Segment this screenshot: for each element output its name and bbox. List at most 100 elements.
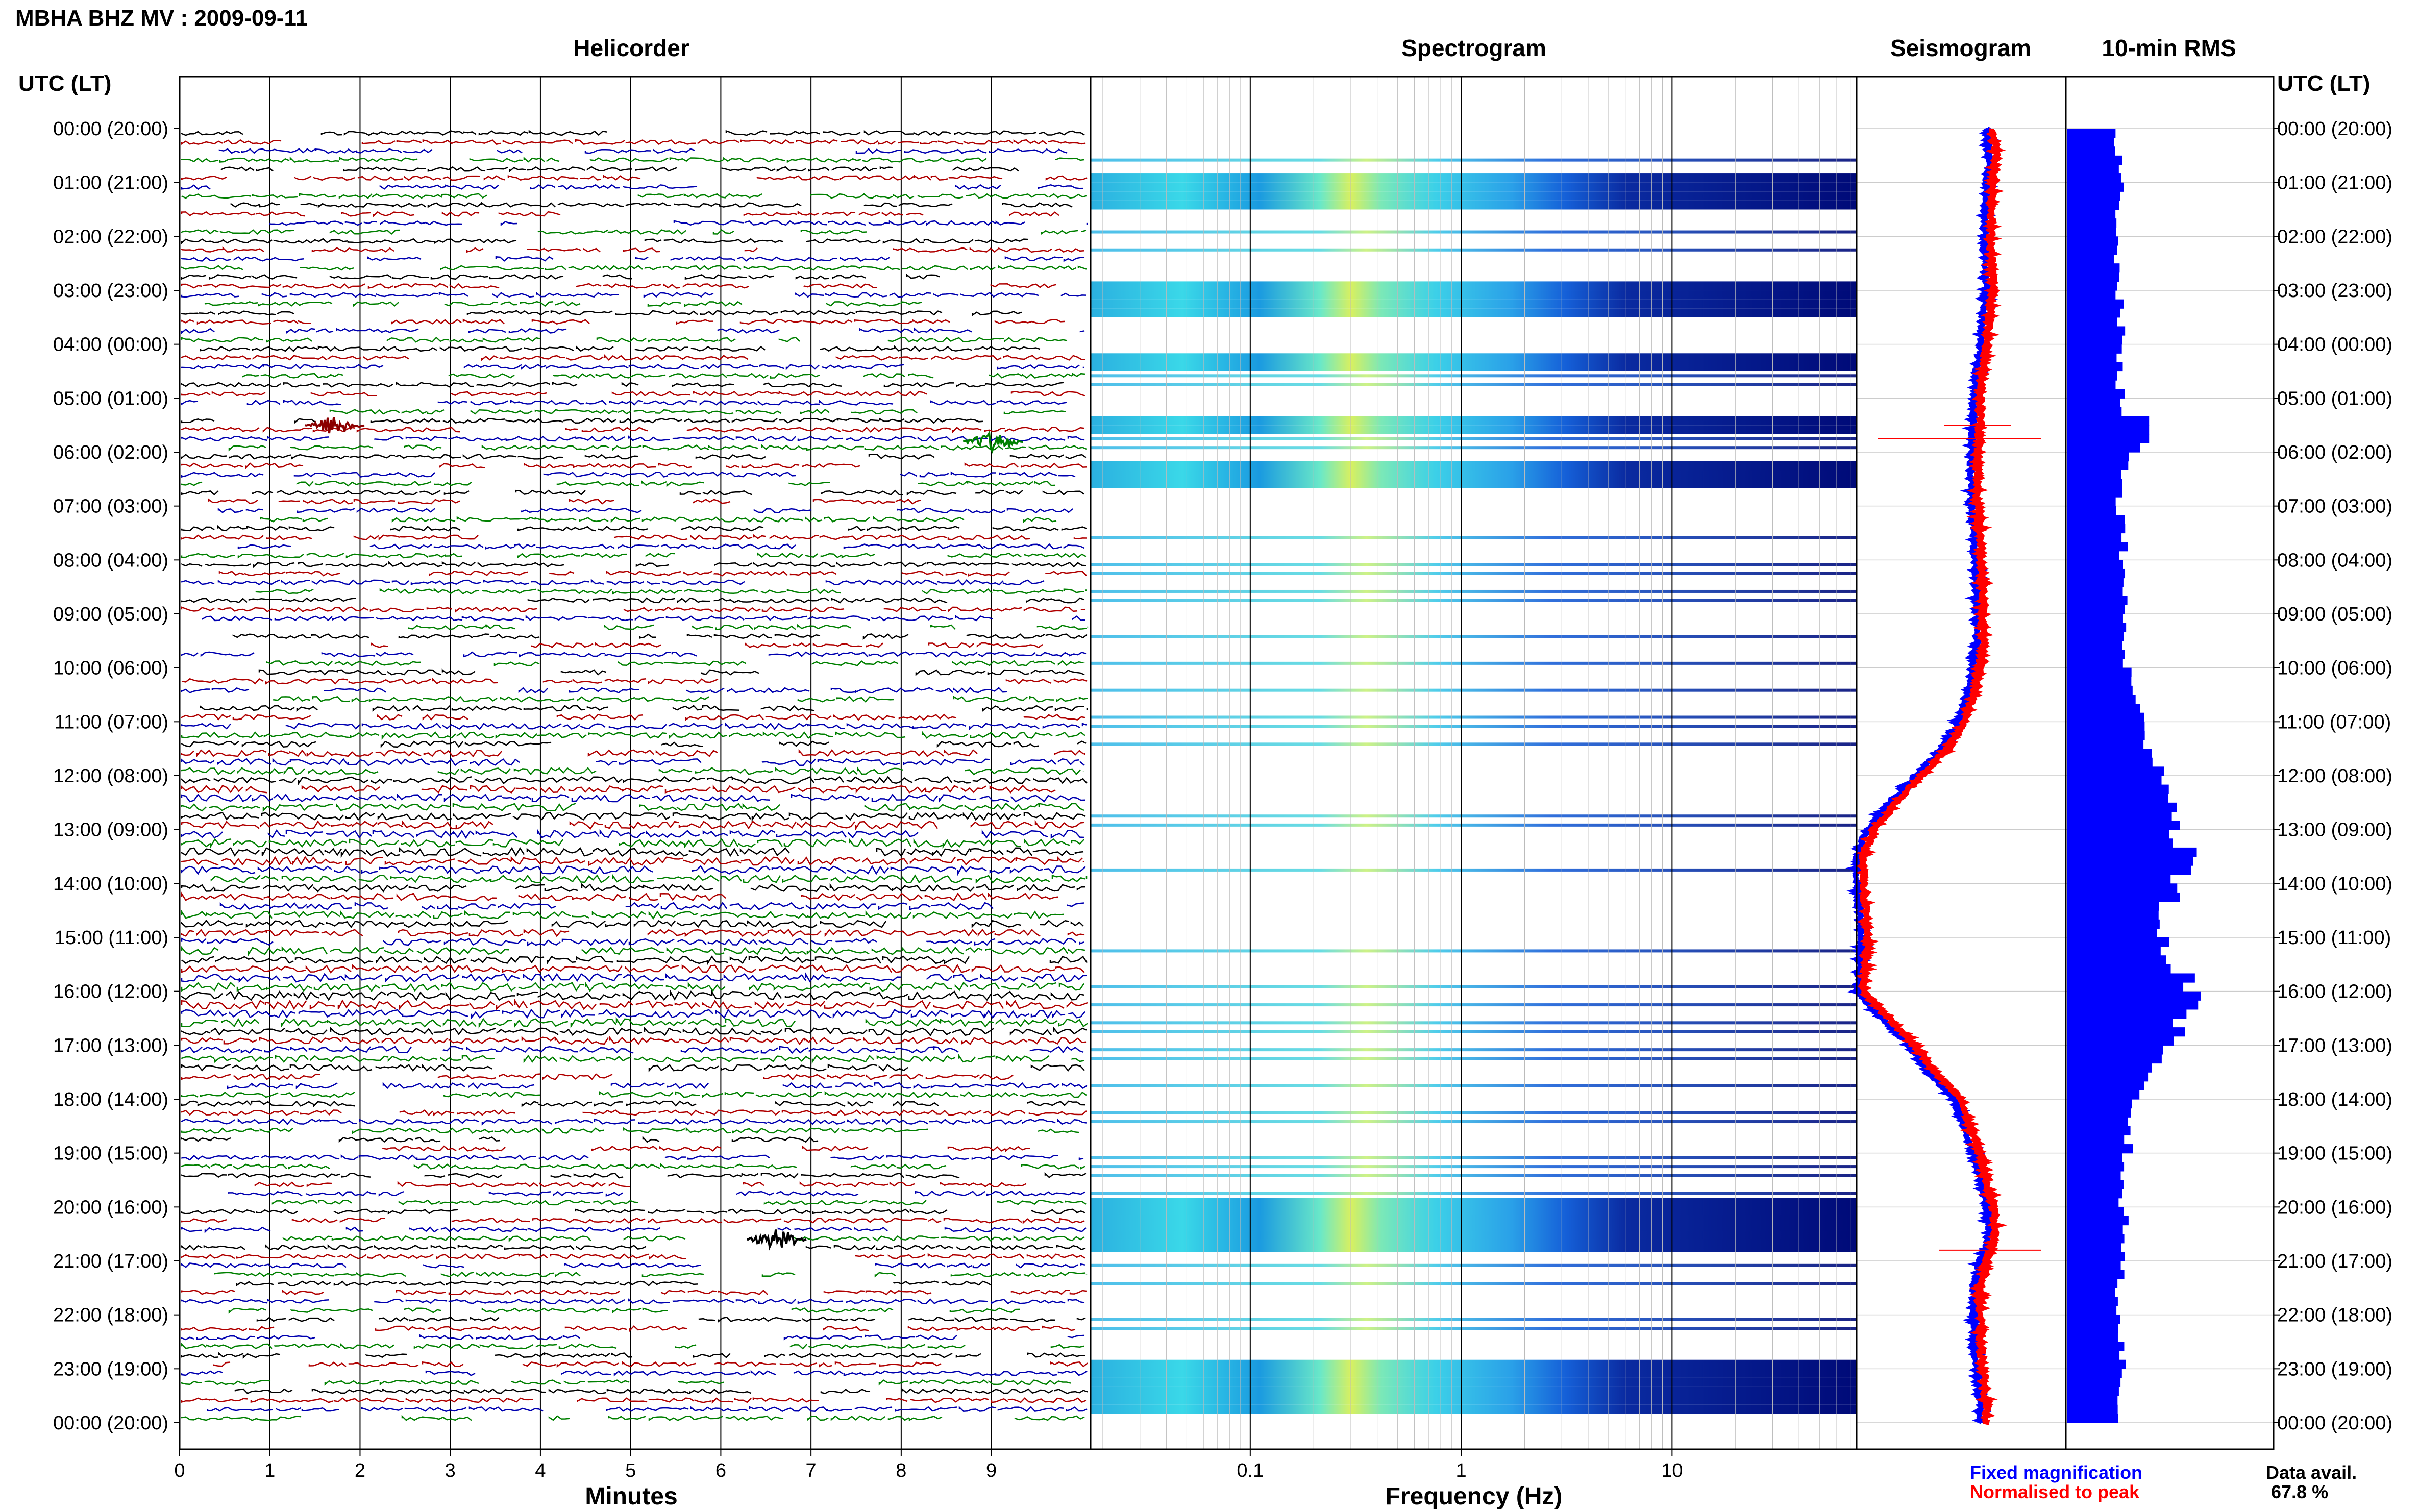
spectrogram-band <box>1091 949 1857 953</box>
rms-bar <box>2067 722 2145 731</box>
spectrogram-band <box>1091 661 1857 665</box>
spectrogram-title: Spectrogram <box>1401 35 1546 61</box>
helicorder-trace <box>181 156 1085 163</box>
spectrogram-band <box>1091 173 1857 183</box>
helicorder-trace <box>220 166 1019 172</box>
time-label-left: 16:00 (12:00) <box>53 981 168 1003</box>
rms-bar <box>2067 533 2122 542</box>
rms-bar <box>2067 1359 2126 1369</box>
helicorder-trace <box>181 318 1065 325</box>
rms-bar <box>2067 470 2121 480</box>
spectrogram-xtick-label: 1 <box>1456 1460 1467 1481</box>
helicorder-trace <box>181 1262 1085 1269</box>
time-label-right: 23:00 (19:00) <box>2277 1358 2392 1380</box>
rms-bar <box>2067 1099 2132 1109</box>
helicorder-trace <box>181 1127 1080 1134</box>
helicorder-trace <box>181 363 1084 370</box>
helicorder-trace <box>181 390 1085 397</box>
time-label-right: 14:00 (10:00) <box>2277 873 2392 895</box>
helicorder-trace <box>181 820 1085 831</box>
helicorder-trace <box>181 1226 1087 1233</box>
helicorder-trace <box>181 731 1085 740</box>
helicorder-xtick-label: 3 <box>445 1460 456 1481</box>
rms-bar <box>2067 254 2114 264</box>
helicorder-trace <box>181 381 1064 388</box>
rms-bar <box>2067 955 2166 965</box>
rms-bar <box>2067 677 2132 686</box>
helicorder-trace <box>181 937 1084 947</box>
rms-bar <box>2067 757 2153 767</box>
rms-bar <box>2067 892 2180 902</box>
helicorder-trace <box>181 1415 1085 1421</box>
rms-bar <box>2067 1180 2124 1189</box>
rms-bar <box>2067 784 2169 794</box>
helicorder-trace <box>181 928 1085 938</box>
helicorder-trace <box>181 955 1088 965</box>
helicorder-trace <box>181 489 1084 496</box>
rms-bar <box>2067 614 2123 624</box>
rms-bar <box>2067 1270 2125 1279</box>
bottom-axes: 0 1 2 3 4 5 6 7 8 9 0.1 1 10 <box>174 1449 1683 1481</box>
time-label-left: 18:00 (14:00) <box>53 1089 168 1110</box>
helicorder-trace <box>181 766 1084 776</box>
helicorder-trace <box>181 130 1087 136</box>
time-label-right: 01:00 (21:00) <box>2277 172 2392 194</box>
rms-bar <box>2067 452 2129 462</box>
spectrogram-band <box>1091 1327 1857 1330</box>
helicorder-trace <box>181 336 1068 343</box>
time-label-left: 21:00 (17:00) <box>53 1251 168 1272</box>
helicorder-trace <box>181 891 1058 902</box>
spectrogram-band <box>1091 383 1857 386</box>
helicorder-xtick-label: 5 <box>625 1460 636 1481</box>
rms-bar <box>2067 1081 2144 1090</box>
rms-bar <box>2067 542 2128 552</box>
rms-bar <box>2067 749 2152 758</box>
helicorder-trace <box>181 1208 1085 1215</box>
spectrogram-band <box>1091 1225 1857 1234</box>
rms-bar <box>2067 317 2117 327</box>
rms-bar <box>2067 1135 2125 1145</box>
rms-bar <box>2067 326 2126 336</box>
helicorder-trace <box>181 1244 1086 1251</box>
helicorder-trace <box>181 1379 1071 1386</box>
helicorder-trace <box>271 1199 1087 1206</box>
rms-bar <box>2067 560 2123 569</box>
spectrogram-band <box>1091 1207 1857 1216</box>
rms-bar <box>2067 164 2119 174</box>
helicorder-trace <box>237 543 1085 550</box>
rms-bar <box>2067 1396 2118 1405</box>
spectrogram-band <box>1091 1021 1857 1025</box>
rms-bar <box>2067 847 2197 857</box>
rms-bar <box>2067 1090 2140 1100</box>
helicorder-trace <box>181 1100 1085 1107</box>
rms-bar <box>2067 937 2169 947</box>
time-label-left: 04:00 (00:00) <box>53 334 168 356</box>
rms-bar <box>2067 362 2123 372</box>
time-label-left: 02:00 (22:00) <box>53 226 168 247</box>
rms-bar <box>2067 479 2122 489</box>
rms-bar <box>2067 146 2115 156</box>
spectrogram-band <box>1091 353 1857 362</box>
rms-bar <box>2067 946 2161 956</box>
spectrogram-band <box>1091 589 1857 593</box>
seismogram-trace <box>1845 127 2001 1424</box>
spectrogram-band <box>1091 1111 1857 1114</box>
rms-bar <box>2067 335 2122 345</box>
time-label-left: 07:00 (03:00) <box>53 496 168 517</box>
spectrogram-band <box>1091 1282 1857 1285</box>
spectrogram-band <box>1091 742 1857 746</box>
rms-bar <box>2067 371 2117 381</box>
rms-bar <box>2067 1386 2119 1396</box>
helicorder-trace <box>181 740 1087 749</box>
rms-bar <box>2067 308 2120 318</box>
spectrogram-band <box>1091 823 1857 827</box>
helicorder-trace <box>181 534 1087 541</box>
time-label-right: 16:00 (12:00) <box>2277 981 2392 1003</box>
rms-bar <box>2067 919 2160 929</box>
spectrogram-band <box>1091 191 1857 201</box>
rms-bar <box>2067 1297 2118 1306</box>
rms-bar <box>2067 1279 2118 1288</box>
time-label-left: 06:00 (02:00) <box>53 442 168 463</box>
figure-title: MBHA BHZ MV : 2009-09-11 <box>15 6 308 31</box>
rms-bar <box>2067 1045 2163 1055</box>
